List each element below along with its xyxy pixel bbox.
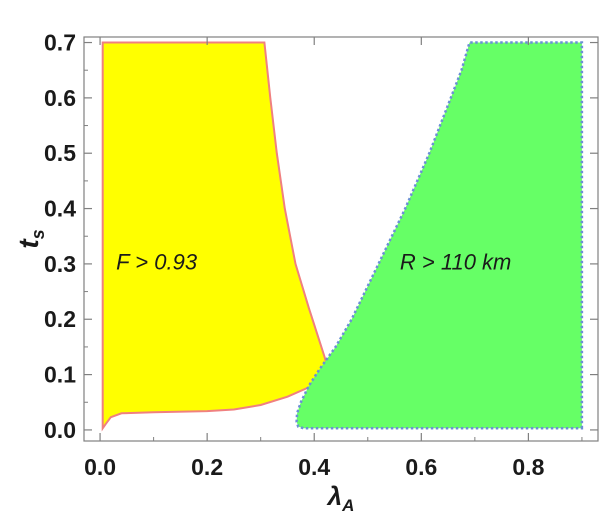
- x-axis-label-sub: A: [341, 496, 354, 513]
- region-annotation: R > 110 km: [400, 249, 511, 274]
- y-tick-label: 0.6: [44, 85, 76, 111]
- y-tick-label: 0.2: [44, 306, 76, 332]
- x-tick-label: 0.8: [512, 454, 544, 480]
- region-1-fill: [102, 42, 328, 429]
- tick-labels: 0.0 0.2 0.4 0.6 0.8 0.0 0.1 0.2 0.3 0.4 0.5 0.6 0.7: [44, 30, 545, 480]
- x-axis-label: λA: [326, 481, 355, 513]
- plot-regions: [101, 41, 584, 432]
- region-annotation: F > 0.93: [116, 249, 198, 274]
- x-tick-label: 0.4: [298, 454, 330, 480]
- region-2-boundary: [295, 41, 584, 430]
- x-tick-label: 0.6: [405, 454, 437, 480]
- y-tick-label: 0.1: [44, 362, 76, 388]
- x-tick-label: 0.2: [191, 454, 223, 480]
- plot-frame: [83, 36, 599, 442]
- x-tick-label: 0.0: [84, 454, 116, 480]
- y-axis-label: ts: [13, 229, 48, 248]
- y-tick-label: 0.4: [44, 196, 76, 222]
- x-axis-label-main: λ: [326, 481, 342, 511]
- y-tick-label: 0.5: [44, 140, 76, 166]
- y-axis-label-sub: s: [28, 229, 48, 239]
- y-tick-label: 0.3: [44, 251, 76, 277]
- annotations: F > 0.93 R > 110 km: [116, 249, 511, 274]
- axis-ticks: [84, 37, 598, 441]
- y-tick-label: 0.7: [44, 30, 76, 56]
- y-tick-label: 0.0: [44, 417, 76, 443]
- y-axis-label-main: t: [13, 238, 44, 249]
- region-2-fill: [296, 42, 582, 429]
